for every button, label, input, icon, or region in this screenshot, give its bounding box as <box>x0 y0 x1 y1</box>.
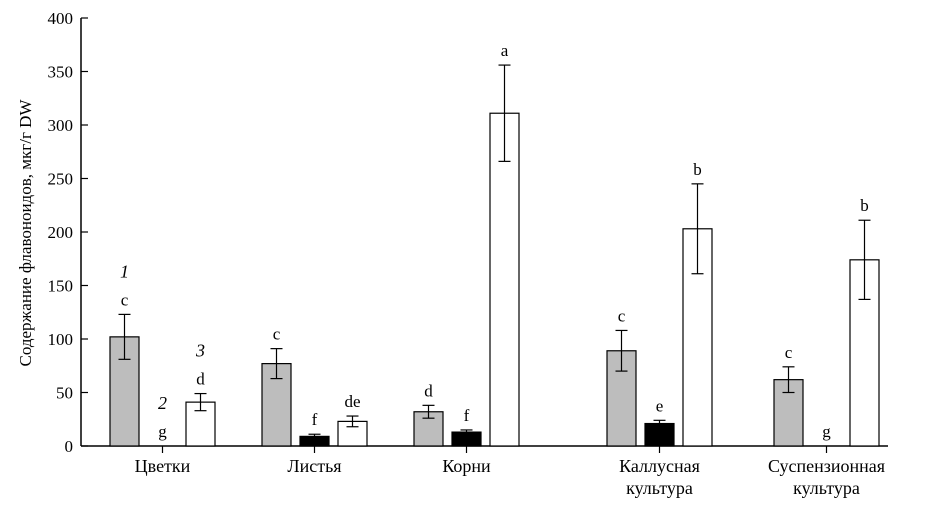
significance-letter: e <box>656 396 664 415</box>
significance-letter: c <box>618 306 626 325</box>
bar <box>413 411 444 447</box>
x-category-label: культура <box>793 478 860 498</box>
x-category-label: культура <box>626 478 693 498</box>
y-tick-label: 50 <box>56 384 73 403</box>
x-axis: Цветки Листья Корни КаллуснаякультураСуспен… <box>81 445 888 498</box>
y-tick-label: 200 <box>48 223 74 242</box>
significance-letter: g <box>822 422 831 441</box>
x-category-label: Суспензионная <box>768 456 885 476</box>
significance-letter: b <box>860 196 869 215</box>
significance-letter: c <box>121 290 129 309</box>
bar <box>489 112 520 447</box>
y-tick-label: 400 <box>48 9 74 28</box>
annotations: c c d c c g f f e g d de a b b 1 2 3 <box>120 41 869 441</box>
y-axis: 0 50 100 150 200 250 300 350 400 <box>48 9 88 456</box>
bar <box>185 401 216 447</box>
bars <box>109 64 880 447</box>
y-tick-label: 300 <box>48 116 74 135</box>
significance-letter: g <box>158 422 167 441</box>
x-category-label: Каллусная <box>619 456 700 476</box>
series-number: 3 <box>195 341 205 361</box>
y-tick-label: 150 <box>48 277 74 296</box>
x-category-label: Цветки <box>135 456 191 476</box>
series-number: 1 <box>120 261 129 281</box>
significance-letter: de <box>344 392 360 411</box>
y-axis-label: Содержание флавоноидов, мкг/г DW <box>16 99 35 367</box>
significance-letter: f <box>312 410 318 429</box>
x-category-label: Листья <box>287 456 341 476</box>
y-tick-label: 100 <box>48 330 74 349</box>
significance-letter: f <box>464 406 470 425</box>
significance-letter: a <box>501 41 509 60</box>
x-category-label: Корни <box>442 456 491 476</box>
series-number: 2 <box>158 393 167 413</box>
significance-letter: c <box>273 325 281 344</box>
bar <box>109 336 140 447</box>
significance-letter: c <box>785 343 793 362</box>
significance-letter: d <box>424 381 433 400</box>
significance-letter: b <box>693 160 702 179</box>
significance-letter: d <box>196 370 205 389</box>
y-tick-label: 250 <box>48 170 74 189</box>
y-tick-label: 350 <box>48 63 74 82</box>
y-tick-label: 0 <box>65 437 74 456</box>
